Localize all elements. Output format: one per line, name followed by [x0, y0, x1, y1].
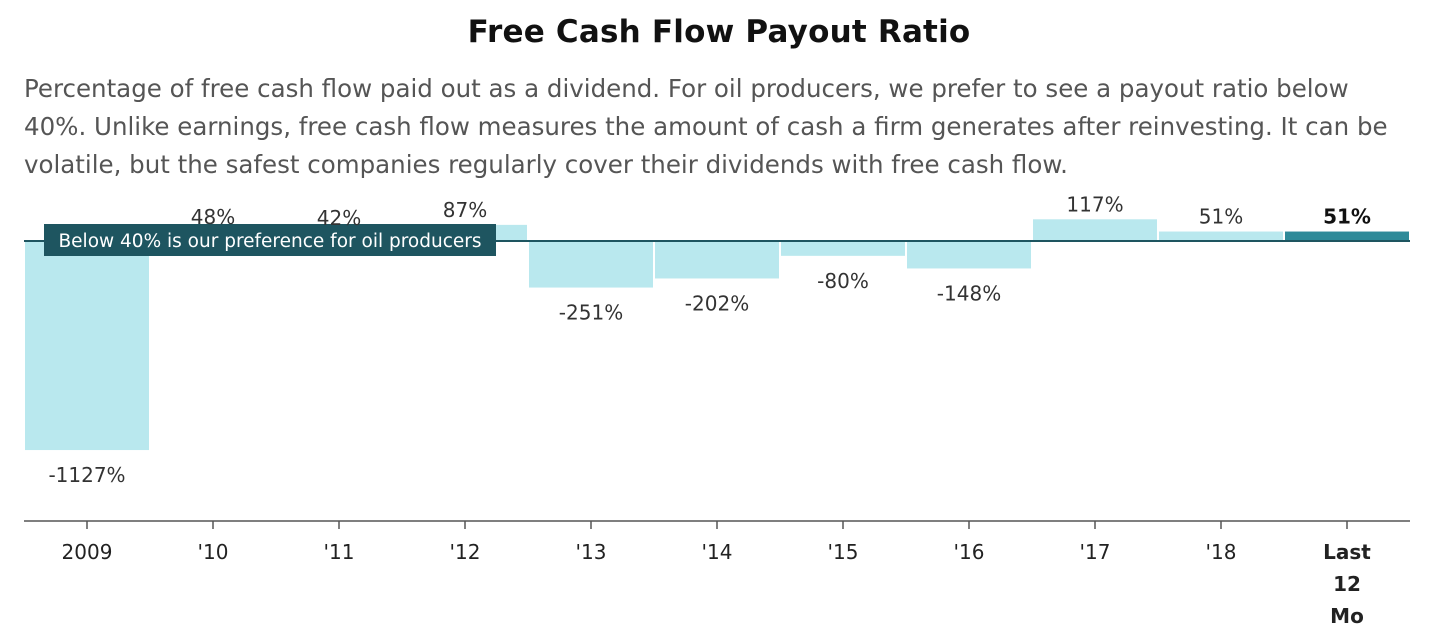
bar-8: [1033, 219, 1157, 241]
x-tick-label-0: 2009: [62, 540, 113, 564]
bar-0: [25, 241, 149, 451]
value-label-9: 51%: [1199, 205, 1243, 229]
value-label-0: -1127%: [48, 463, 125, 487]
x-tick-label-10: Last 12 Mo: [1323, 540, 1371, 628]
bar-10: [1285, 231, 1409, 241]
bar-5: [655, 241, 779, 279]
chart-description: Percentage of free cash flow paid out as…: [24, 74, 1388, 179]
value-labels-layer: -1127% 48% 42% 87% -251% -202% -80% -148% 117% 51…: [48, 192, 1371, 487]
x-axis: 2009 '10 '11 '12 '13 '14 '15 '16 '17 '18 Last 12 Mo: [24, 520, 1410, 628]
value-label-5: -202%: [685, 291, 749, 315]
x-tick-label-8: '17: [1080, 540, 1111, 564]
bar-7: [907, 241, 1031, 269]
chart-title: Free Cash Flow Payout Ratio: [467, 14, 971, 50]
value-label-2: 42%: [317, 206, 361, 230]
x-tick-label-3: '12: [450, 540, 481, 564]
x-tick-label-2: '11: [324, 540, 355, 564]
bars-layer: [25, 219, 1409, 451]
value-label-8: 117%: [1066, 192, 1123, 216]
x-tick-label-4: '13: [576, 540, 607, 564]
value-label-3: 87%: [443, 198, 487, 222]
x-tick-label-5: '14: [702, 540, 733, 564]
value-label-1: 48%: [191, 205, 235, 229]
bar-6: [781, 241, 905, 256]
bar-4: [529, 241, 653, 288]
x-tick-label-7: '16: [954, 540, 985, 564]
reference-label: Below 40% is our preference for oil prod…: [58, 231, 481, 252]
bar-9: [1159, 231, 1283, 241]
x-tick-label-9: '18: [1206, 540, 1237, 564]
reference-layer: Below 40% is our preference for oil prod…: [24, 224, 1410, 256]
value-label-10: 51%: [1323, 205, 1371, 229]
reference-label-box: [44, 224, 496, 256]
value-label-4: -251%: [559, 301, 623, 325]
value-label-6: -80%: [817, 269, 869, 293]
x-tick-label-6: '15: [828, 540, 859, 564]
value-label-7: -148%: [937, 281, 1001, 305]
x-tick-label-1: '10: [198, 540, 229, 564]
